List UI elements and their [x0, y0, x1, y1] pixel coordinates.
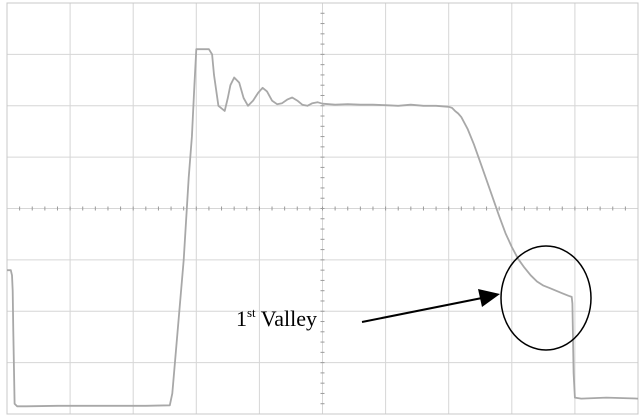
valley-annotation-label: 1st Valley [236, 305, 317, 331]
annotation-superscript: st [247, 305, 256, 320]
center-axis-ticks [19, 12, 626, 405]
annotation-word: Valley [256, 306, 317, 331]
annotation-number: 1 [236, 306, 247, 331]
valley-highlight-circle [500, 245, 592, 351]
valley-arrow-head [478, 289, 500, 307]
valley-arrow-shaft [361, 297, 483, 323]
plot-frame [6, 2, 639, 415]
waveform-trace [7, 48, 639, 408]
